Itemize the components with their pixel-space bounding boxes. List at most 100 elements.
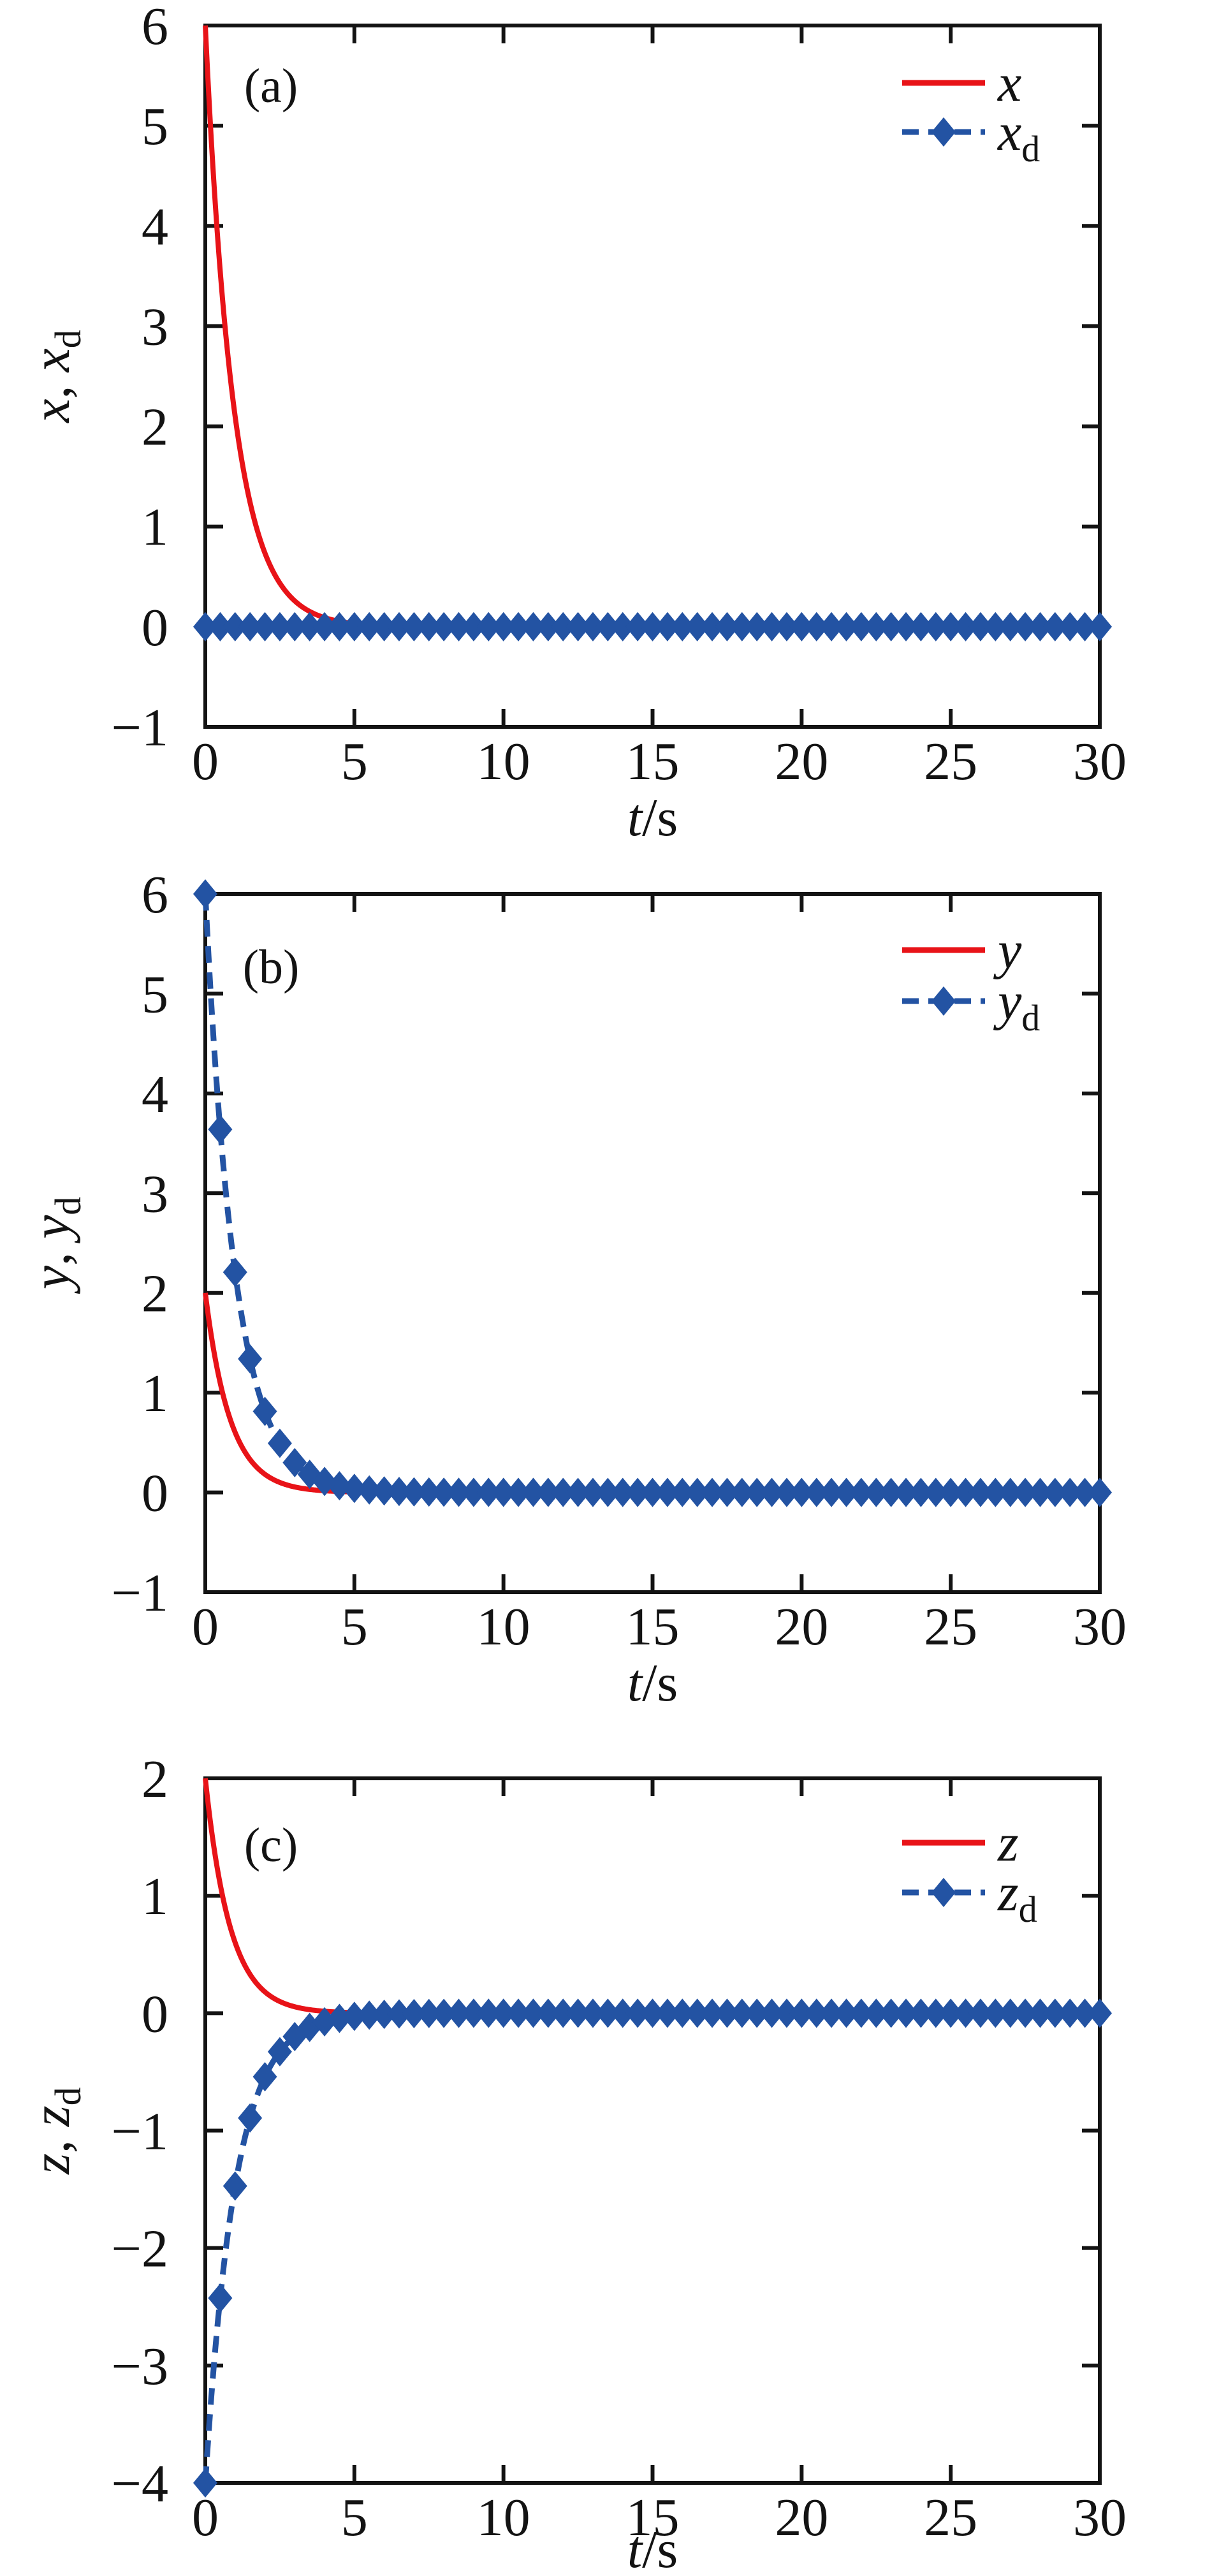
- legend-label: y: [993, 921, 1022, 980]
- diamond-marker: [566, 611, 590, 641]
- y-tick-label: 5: [142, 965, 168, 1024]
- diamond-marker: [819, 611, 844, 641]
- y-tick-label: −3: [112, 2337, 168, 2396]
- diamond-marker: [208, 2283, 233, 2313]
- x-tick-label: 10: [477, 732, 530, 791]
- diamond-marker: [759, 1477, 784, 1507]
- diamond-marker: [238, 611, 263, 641]
- subplot-c: 0 5 10 15 20 25 30 −4 −3 −2 −1 0 1 2 z zd (c) z, zd t/s: [0, 1718, 1205, 2576]
- diamond-marker: [685, 1477, 710, 1507]
- diamond-marker: [1042, 1998, 1067, 2028]
- diamond-marker: [252, 1396, 277, 1426]
- series-x_d-markers: [193, 611, 1112, 641]
- y-tick-label: 0: [142, 598, 168, 657]
- diamond-marker: [238, 2103, 263, 2133]
- diamond-marker: [894, 1998, 919, 2028]
- x-tick-label: 30: [1073, 1597, 1127, 1657]
- diamond-marker: [938, 1998, 963, 2028]
- diamond-marker: [700, 1477, 725, 1507]
- diamond-marker: [416, 611, 441, 641]
- diamond-marker: [879, 1477, 903, 1507]
- series-y_d-markers: [193, 879, 1112, 1507]
- legend-entry-y: y: [902, 921, 1022, 980]
- diamond-marker: [506, 1477, 531, 1507]
- x-axis-label: t/s: [627, 1653, 678, 1713]
- diamond-marker: [1088, 611, 1112, 641]
- diamond-marker: [386, 611, 411, 641]
- diamond-marker: [640, 611, 665, 641]
- diamond-marker: [208, 1115, 233, 1145]
- diamond-marker: [953, 1477, 978, 1507]
- diamond-marker: [267, 611, 292, 641]
- diamond-marker: [625, 611, 650, 641]
- diamond-marker: [595, 611, 620, 641]
- diamond-marker: [595, 1998, 620, 2028]
- diamond-marker: [402, 1477, 427, 1507]
- diamond-marker: [834, 1998, 859, 2028]
- y-tick-label: −1: [112, 1563, 168, 1623]
- diamond-marker: [1042, 611, 1067, 641]
- diamond-marker: [729, 1998, 754, 2028]
- subplot-b-canvas: 0 5 10 15 20 25 30 −1 0 1 2 3 4 5 6 yyd (b) y, yd t/s: [22, 865, 1127, 1713]
- y-tick-label: 1: [142, 1364, 168, 1423]
- legend-entry-z_d: zd: [902, 1863, 1037, 1930]
- y-axis-label: z, zd: [22, 2087, 89, 2174]
- legend-diamond-marker: [931, 986, 956, 1016]
- y-tick-label: −1: [112, 2102, 168, 2162]
- diamond-marker: [670, 1998, 695, 2028]
- diamond-marker: [894, 1477, 919, 1507]
- diamond-marker: [1028, 1998, 1053, 2028]
- x-tick-labels: 0 5 10 15 20 25 30: [192, 732, 1127, 791]
- diamond-marker: [745, 1477, 770, 1507]
- diamond-marker: [655, 611, 680, 641]
- diamond-marker: [595, 1477, 620, 1507]
- diamond-marker: [729, 1477, 754, 1507]
- series-x-line: [203, 25, 1100, 629]
- diamond-marker: [685, 1998, 710, 2028]
- diamond-marker: [551, 1477, 576, 1507]
- diamond-marker: [1013, 611, 1038, 641]
- diamond-marker: [819, 1998, 844, 2028]
- subplot-a-canvas: 0 5 10 15 20 25 30 −1 0 1 2 3 4 5 6 xxd (a) x, xd t/s: [22, 0, 1127, 847]
- panel-label: (c): [244, 1819, 298, 1872]
- diamond-marker: [834, 611, 859, 641]
- diamond-marker: [700, 611, 725, 641]
- diamond-marker: [655, 1477, 680, 1507]
- diamond-marker: [879, 1998, 903, 2028]
- diamond-marker: [1072, 1998, 1097, 2028]
- diamond-marker: [998, 1477, 1023, 1507]
- diamond-marker: [923, 1477, 948, 1507]
- diamond-marker: [372, 2000, 397, 2030]
- legend-entry-x_d: xd: [902, 103, 1040, 170]
- diamond-marker: [446, 1998, 471, 2028]
- plot-box: [203, 1776, 1102, 2485]
- legend-label: z: [997, 1813, 1019, 1873]
- diamond-marker: [655, 1998, 680, 2028]
- diamond-marker: [208, 611, 233, 641]
- diamond-marker: [759, 1998, 784, 2028]
- diamond-marker: [416, 1998, 441, 2028]
- diamond-marker: [252, 2062, 277, 2092]
- legend-entry-x: x: [902, 54, 1021, 113]
- diamond-marker: [476, 1477, 501, 1507]
- diamond-marker: [1058, 1998, 1083, 2028]
- diamond-marker: [1013, 1998, 1038, 2028]
- diamond-marker: [923, 611, 948, 641]
- y-tick-label: 4: [142, 1065, 168, 1124]
- diamond-marker: [789, 611, 814, 641]
- diamond-marker: [715, 1477, 740, 1507]
- axis-ticks: [205, 894, 1100, 1592]
- diamond-marker: [446, 1477, 471, 1507]
- diamond-marker: [223, 611, 247, 641]
- diamond-marker: [357, 1475, 382, 1505]
- legend: zzd: [902, 1813, 1037, 1930]
- diamond-marker: [670, 1477, 695, 1507]
- y-tick-label: 3: [142, 1164, 168, 1224]
- x-tick-label: 5: [341, 1597, 368, 1657]
- diamond-marker: [461, 1998, 486, 2028]
- y-tick-labels: −1 0 1 2 3 4 5 6: [112, 0, 168, 757]
- diamond-marker: [983, 611, 1008, 641]
- y-tick-label: 0: [142, 1984, 168, 2044]
- diamond-marker: [386, 1999, 411, 2029]
